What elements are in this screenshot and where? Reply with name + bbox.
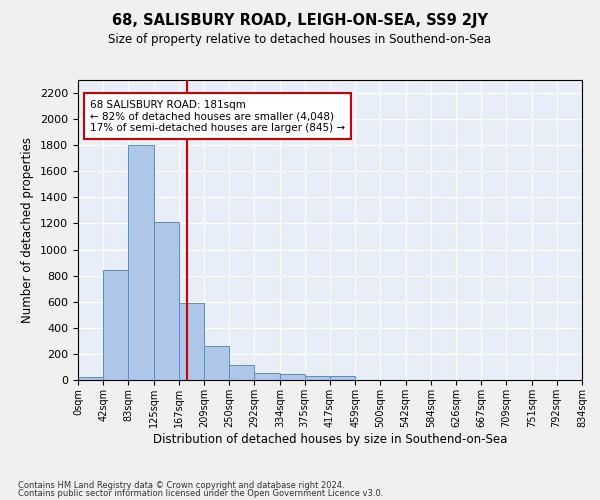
Bar: [128, 145, 154, 380]
Bar: [179, 303, 205, 380]
Bar: [254, 374, 280, 380]
X-axis label: Distribution of detached houses by size in Southend-on-Sea: Distribution of detached houses by size …: [153, 432, 507, 446]
Bar: [229, 365, 254, 380]
Text: 68 SALISBURY ROAD: 181sqm
← 82% of detached houses are smaller (4,048)
17% of se: 68 SALISBURY ROAD: 181sqm ← 82% of detac…: [90, 100, 345, 133]
Bar: [330, 376, 355, 380]
Bar: [205, 346, 229, 380]
Bar: [154, 222, 179, 380]
Bar: [78, 376, 103, 380]
Bar: [103, 270, 128, 380]
Bar: [280, 374, 305, 380]
Text: 68, SALISBURY ROAD, LEIGH-ON-SEA, SS9 2JY: 68, SALISBURY ROAD, LEIGH-ON-SEA, SS9 2J…: [112, 12, 488, 28]
Bar: [305, 376, 330, 380]
Text: Contains HM Land Registry data © Crown copyright and database right 2024.: Contains HM Land Registry data © Crown c…: [18, 480, 344, 490]
Y-axis label: Number of detached properties: Number of detached properties: [22, 137, 34, 323]
Text: Contains public sector information licensed under the Open Government Licence v3: Contains public sector information licen…: [18, 489, 383, 498]
Text: Size of property relative to detached houses in Southend-on-Sea: Size of property relative to detached ho…: [109, 32, 491, 46]
